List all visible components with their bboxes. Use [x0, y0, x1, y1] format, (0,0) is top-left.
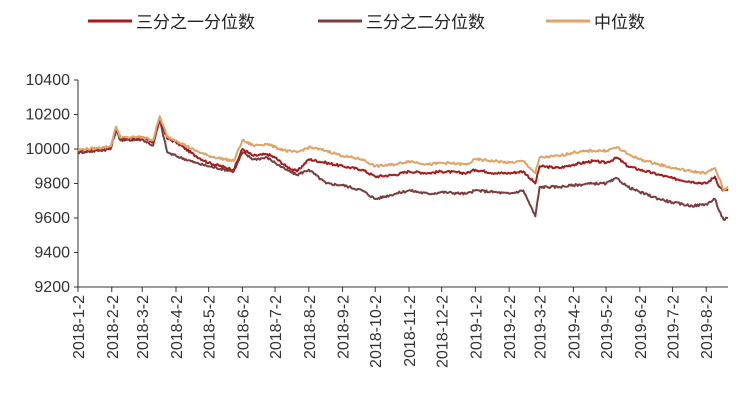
y-tick-label: 9400	[34, 245, 70, 262]
x-tick-label: 2019-1-2	[468, 295, 485, 359]
x-tick-label: 2018-3-2	[135, 295, 152, 359]
series-line-1	[77, 118, 729, 221]
y-tick-label: 10000	[26, 141, 71, 158]
x-tick-label: 2018-4-2	[169, 295, 186, 359]
x-tick-label: 2019-8-2	[699, 295, 716, 359]
x-tick-label: 2019-5-2	[599, 295, 616, 359]
y-axis: 9200 9400 9600 9800 10000 10200 10400	[26, 72, 79, 296]
x-tick-label: 2018-10-2	[368, 295, 385, 368]
y-tick-label: 10200	[26, 107, 71, 124]
series-line-2	[77, 115, 729, 192]
y-tick-label: 10400	[26, 72, 71, 89]
x-tick-label: 2018-2-2	[105, 295, 122, 359]
x-tick-label: 2018-8-2	[302, 295, 319, 359]
x-tick-label: 2019-3-2	[533, 295, 550, 359]
x-tick-label: 2018-11-2	[402, 295, 419, 367]
legend-label: 三分之二分位数	[366, 13, 485, 33]
y-tick-label: 9200	[34, 279, 70, 296]
x-tick-label: 2018-6-2	[235, 295, 252, 359]
x-tick-label: 2019-7-2	[665, 295, 682, 359]
x-tick-label: 2018-1-2	[71, 295, 88, 359]
x-tick-label: 2018-9-2	[336, 295, 353, 359]
x-tick-label: 2018-12-2	[435, 295, 452, 368]
x-tick-label: 2018-7-2	[268, 295, 285, 359]
y-tick-label: 9800	[34, 176, 70, 193]
y-tick-label: 9600	[34, 210, 70, 227]
legend-label: 中位数	[594, 13, 645, 33]
series-line-0	[77, 117, 729, 192]
x-tick-label: 2019-4-2	[566, 295, 583, 359]
x-tick-label: 2018-5-2	[202, 295, 219, 359]
plot-area	[77, 115, 729, 221]
x-tick-label: 2019-6-2	[633, 295, 650, 359]
x-axis: 2018-1-2 2018-2-2 2018-3-2 2018-4-2 2018-5-2…	[71, 286, 728, 368]
x-tick-label: 2019-2-2	[502, 295, 519, 359]
legend-label: 三分之一分位数	[136, 13, 255, 33]
chart-legend: 三分之一分位数 三分之二分位数 中位数	[88, 13, 645, 33]
